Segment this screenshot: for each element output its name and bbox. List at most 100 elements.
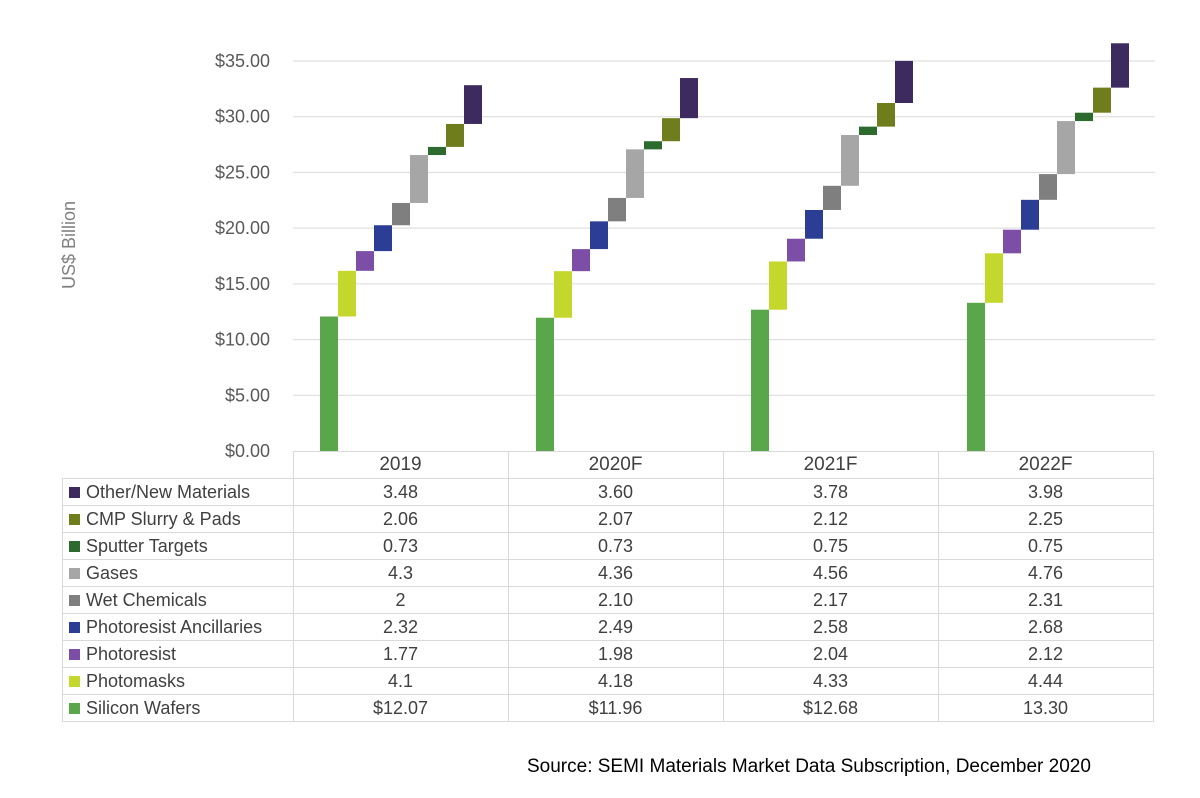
series-label: Wet Chemicals [62,586,294,614]
table-cell: 4.44 [937,667,1154,695]
table-cell: 2.31 [937,586,1154,614]
legend-swatch [69,675,80,687]
series-name: CMP Slurry & Pads [86,508,241,529]
series-label: Photoresist [62,640,294,668]
bar-segment [428,146,446,156]
table-cell: 4.36 [507,559,724,587]
bar-segment [967,302,985,451]
table-cell: 4.33 [722,667,939,695]
bar-segment [1111,43,1129,88]
table-cell: 2.04 [722,640,939,668]
bar-segment [823,185,841,210]
bar-segment [1021,199,1039,230]
legend-swatch [69,540,80,552]
table-cell: 3.48 [292,478,509,506]
table-cell: 2.12 [722,505,939,533]
table-cell: 3.60 [507,478,724,506]
legend-swatch [69,648,80,660]
y-tick-label: $15.00 [215,274,270,294]
bar-segment [320,316,338,451]
table-cell: 4.1 [292,667,509,695]
bar-segment [787,238,805,262]
table-cell: 2.58 [722,613,939,641]
source-note: Source: SEMI Materials Market Data Subsc… [527,756,1091,777]
table-cell: 2.32 [292,613,509,641]
bar-segment [392,202,410,226]
chart-plot: $0.00$5.00$10.00$15.00$20.00$25.00$30.00… [59,43,1155,460]
bar-segment [895,60,913,104]
table-cell: 3.78 [722,478,939,506]
table-cell: 2.17 [722,586,939,614]
series-name: Gases [86,562,139,583]
table-cell: 2.10 [507,586,724,614]
y-axis-label: US$ Billion [59,201,79,289]
bar-segment [1093,87,1111,113]
table-column-header: 2022F [937,451,1154,479]
bar-segment [410,155,428,203]
table-cell: 2.07 [507,505,724,533]
bar-segment [877,103,895,127]
series-label: Photomasks [62,667,294,695]
table-row: Sputter Targets 0.73 0.73 0.75 0.75 [62,532,1154,560]
series-name: Wet Chemicals [86,589,207,610]
series-label: CMP Slurry & Pads [62,505,294,533]
series-name: Photomasks [86,670,186,691]
bar-segment [644,141,662,150]
table-column-header: 2021F [722,451,939,479]
bar-segment [626,149,644,198]
table-cell: 4.3 [292,559,509,587]
table-cell: 2.25 [937,505,1154,533]
table-cell: 2.12 [937,640,1154,668]
series-name: Photoresist [86,643,177,664]
series-name: Silicon Wafers [86,697,201,718]
table-row: Photoresist 1.77 1.98 2.04 2.12 [62,640,1154,668]
table-cell: 0.73 [292,532,509,560]
bar-segment [590,221,608,250]
legend-swatch [69,486,80,498]
bar-segment [805,209,823,239]
y-tick-label: $5.00 [225,385,270,405]
series-label: Sputter Targets [62,532,294,560]
bar-segment [608,197,626,222]
table-cell: 4.18 [507,667,724,695]
bar-segment [1075,112,1093,122]
table-cell: 13.30 [937,694,1154,722]
table-cell: 2.68 [937,613,1154,641]
legend-swatch [69,594,80,606]
data-table: 2019 2020F 2021F 2022F Other/New Materials 3… [62,451,1154,722]
series-label: Gases [62,559,294,587]
table-column-header: 2019 [292,451,509,479]
table-row: Photomasks 4.1 4.18 4.33 4.44 [62,667,1154,695]
bar-segment [356,251,374,271]
table-cell: 1.98 [507,640,724,668]
table-header-row: 2019 2020F 2021F 2022F [62,451,1154,479]
bar-segment [751,309,769,451]
table-cell: 2.49 [507,613,724,641]
table-cell: 0.73 [507,532,724,560]
bar-segment [374,225,392,252]
table-cell: 3.98 [937,478,1154,506]
bar-segment [338,270,356,317]
bar-segment [841,134,859,186]
bar-segment [1003,229,1021,254]
table-cell: 2.06 [292,505,509,533]
table-cell: $12.07 [292,694,509,722]
bar-segment [554,271,572,318]
table-cell: 4.76 [937,559,1154,587]
table-cell: $12.68 [722,694,939,722]
y-tick-label: $25.00 [215,162,270,182]
bar-segment [859,126,877,135]
legend-swatch [69,513,80,525]
bar-segment [985,253,1003,303]
table-row: Other/New Materials 3.48 3.60 3.78 3.98 [62,478,1154,506]
legend-swatch [69,621,80,633]
bar-segment [662,118,680,142]
table-cell: 0.75 [722,532,939,560]
table-cell: 0.75 [937,532,1154,560]
bar-segment [1039,174,1057,200]
table-cell: 4.56 [722,559,939,587]
legend-swatch [69,702,80,714]
table-row: Photoresist Ancillaries 2.32 2.49 2.58 2.68 [62,613,1154,641]
series-label: Photoresist Ancillaries [62,613,294,641]
bar-segment [572,249,590,272]
